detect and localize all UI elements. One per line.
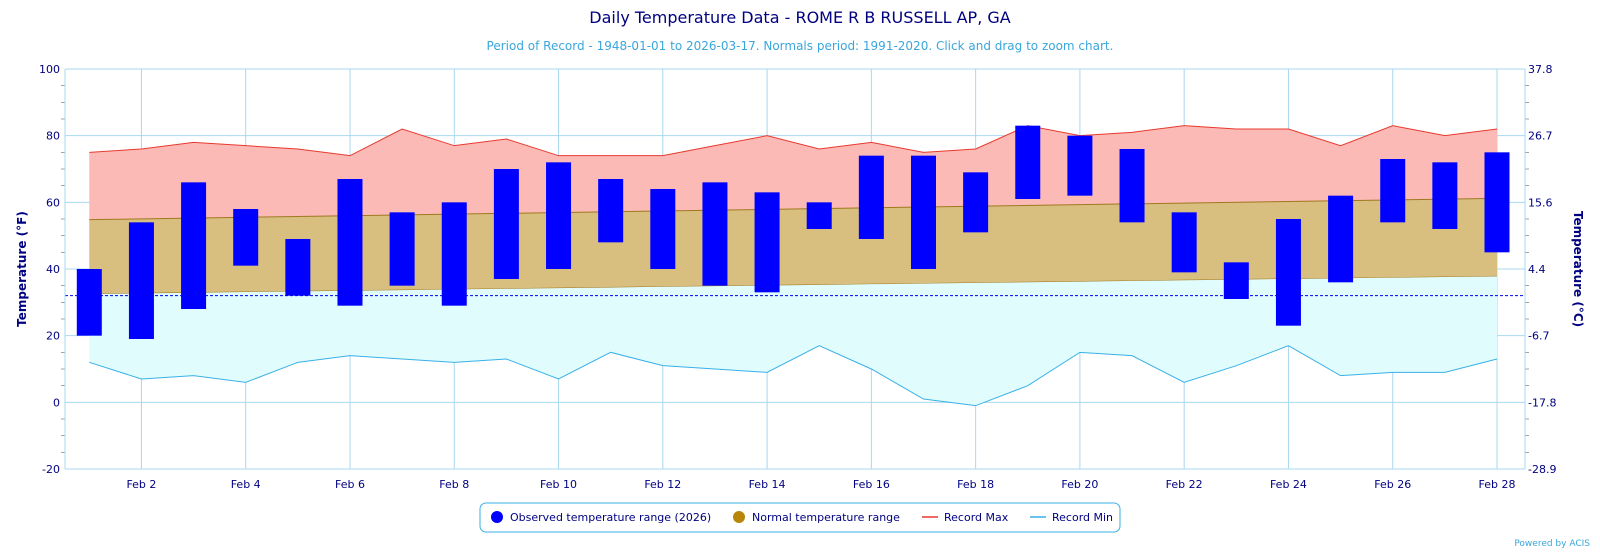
x-tick-label: Feb 2: [126, 478, 156, 491]
record-min-line: [89, 345, 1498, 407]
observed-bar-feb-9: [493, 169, 519, 279]
observed-bar-feb-22: [1171, 212, 1197, 273]
observed-bar-feb-15: [806, 202, 832, 229]
legend-item-observed[interactable]: Observed temperature range (2026): [491, 511, 711, 524]
legend-item-record-min[interactable]: Record Min: [1030, 511, 1113, 524]
record-min-band: [89, 276, 1498, 406]
observed-bar-feb-1: [76, 269, 102, 336]
legend-label-observed: Observed temperature range (2026): [510, 511, 711, 524]
y-tick-label-left: 60: [46, 196, 60, 209]
y-tick-label-right: -17.8: [1528, 396, 1556, 409]
legend-item-normal[interactable]: Normal temperature range: [733, 511, 900, 524]
y-axis-title-left: Temperature (°F): [15, 211, 29, 327]
band-fills: [89, 125, 1498, 406]
record-max-band: [89, 125, 1498, 220]
x-tick-label: Feb 16: [853, 478, 890, 491]
x-tick-label: Feb 18: [957, 478, 994, 491]
observed-bar-feb-27: [1432, 162, 1458, 229]
y-tick-label-left: 40: [46, 263, 60, 276]
axes: 100 80 60 40 20 0 -20 37.8 26.7 15.6 4.4 -6.7 -17.8 -…: [39, 63, 1556, 491]
x-tick-label: Feb 20: [1061, 478, 1098, 491]
legend-item-record-max[interactable]: Record Max: [922, 511, 1009, 524]
x-tick-label: Feb 6: [335, 478, 365, 491]
observed-bar-feb-13: [702, 182, 728, 286]
observed-bar-feb-19: [1015, 125, 1041, 199]
legend-marker-observed: [491, 511, 503, 523]
y-tick-label-left: 0: [53, 396, 60, 409]
legend-box: [479, 502, 1121, 533]
observed-bar-feb-16: [858, 155, 884, 239]
y-tick-label-right: 26.7: [1528, 130, 1553, 143]
x-tick-label: Feb 4: [231, 478, 261, 491]
x-tick-label: Feb 12: [644, 478, 681, 491]
y-axis-title-right: Temperature (°C): [1571, 211, 1585, 327]
observed-bar-feb-3: [181, 182, 207, 309]
x-tick-label: Feb 26: [1374, 478, 1411, 491]
acis-credit-link[interactable]: Powered by ACIS: [1514, 539, 1590, 549]
x-tick-label: Feb 28: [1479, 478, 1516, 491]
y-tick-label-right: -28.9: [1528, 463, 1556, 476]
legend-marker-normal: [733, 511, 745, 523]
x-tick-label: Feb 8: [439, 478, 469, 491]
plot-area[interactable]: [65, 68, 1525, 470]
chart-title: Daily Temperature Data - ROME R B RUSSEL…: [589, 8, 1010, 27]
observed-bar-feb-6: [337, 179, 363, 306]
x-tick-label: Feb 10: [540, 478, 577, 491]
observed-bar-feb-25: [1328, 195, 1354, 283]
normal-high-edge: [89, 197, 1498, 221]
observed-bar-feb-7: [389, 212, 415, 286]
observed-bar-feb-12: [650, 189, 676, 269]
record-max-line: [89, 125, 1498, 157]
y-tick-label-left: 20: [46, 330, 60, 343]
normal-range-band: [89, 198, 1498, 294]
x-tick-label: Feb 24: [1270, 478, 1307, 491]
observed-bar-feb-26: [1380, 159, 1406, 223]
y-tick-label-left: -20: [42, 463, 60, 476]
observed-bar-feb-28: [1484, 152, 1510, 253]
observed-bar-feb-17: [910, 155, 936, 269]
observed-bar-feb-14: [754, 192, 780, 293]
observed-bar-feb-2: [128, 222, 154, 339]
observed-bar-feb-23: [1223, 262, 1249, 299]
y-tick-label-right: -6.7: [1528, 330, 1549, 343]
observed-bar-feb-24: [1275, 219, 1301, 326]
observed-bar-feb-21: [1119, 149, 1145, 223]
legend-label-record-max: Record Max: [944, 511, 1009, 524]
observed-bar-feb-10: [546, 162, 572, 269]
x-tick-label: Feb 14: [749, 478, 786, 491]
y-tick-label-right: 37.8: [1528, 63, 1553, 76]
y-tick-label-right: 15.6: [1528, 196, 1553, 209]
observed-bar-feb-4: [233, 209, 259, 266]
observed-bar-feb-8: [441, 202, 467, 306]
chart-subtitle: Period of Record - 1948-01-01 to 2026-03…: [487, 39, 1114, 53]
observed-bars: [76, 125, 1510, 339]
x-tick-label: Feb 22: [1166, 478, 1203, 491]
legend-label-record-min: Record Min: [1052, 511, 1113, 524]
observed-bar-feb-18: [963, 172, 989, 233]
chart-legend: Observed temperature range (2026) Normal…: [479, 502, 1121, 533]
y-tick-label-left: 100: [39, 63, 60, 76]
y-tick-label-left: 80: [46, 130, 60, 143]
legend-label-normal: Normal temperature range: [752, 511, 900, 524]
y-tick-label-right: 4.4: [1528, 263, 1546, 276]
observed-bar-feb-5: [285, 239, 311, 296]
observed-bar-feb-20: [1067, 135, 1093, 196]
observed-bar-feb-11: [598, 179, 624, 243]
